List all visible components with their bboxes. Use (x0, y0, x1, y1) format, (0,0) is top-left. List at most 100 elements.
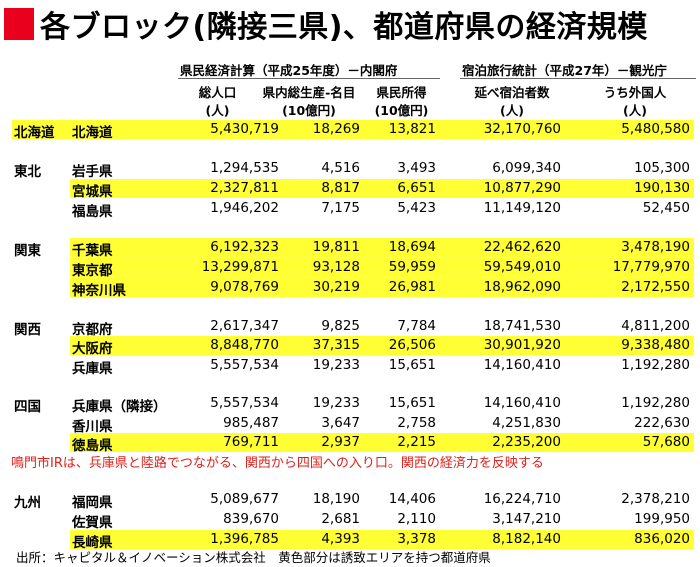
prefecture-name: 兵庫県（隣接） (72, 399, 167, 415)
cell-stays: 11,149,120 (483, 200, 561, 216)
cell-foreign: 9,338,480 (621, 337, 690, 353)
title-marker (4, 8, 34, 40)
cell-foreign: 836,020 (634, 531, 690, 547)
cell-gdp: 9,825 (321, 318, 360, 334)
cell-gdp: 8,817 (321, 180, 360, 196)
row-highlight (70, 179, 694, 198)
cell-gdp: 2,681 (321, 511, 360, 527)
cell-gdp: 19,811 (312, 239, 360, 255)
cell-gdp: 37,315 (312, 337, 360, 353)
cell-foreign: 105,300 (634, 160, 690, 176)
cell-stays: 30,901,920 (483, 337, 561, 353)
header-group-2: 宿泊旅行統計（平成27年）－観光庁 (462, 63, 667, 78)
cell-foreign: 52,450 (642, 200, 690, 216)
column-header-5-line1: うち外国人 (603, 85, 667, 100)
row-highlight (70, 120, 694, 139)
cell-pop: 1,396,785 (210, 531, 279, 547)
prefecture-name: 宮城県 (72, 184, 113, 200)
column-header-5-line2: (人) (623, 103, 647, 118)
cell-pop: 985,487 (223, 415, 279, 431)
cell-pop: 9,078,769 (210, 279, 279, 295)
column-header-1-line2: (人) (205, 103, 230, 118)
cell-stays: 14,160,410 (483, 395, 561, 411)
prefecture-name: 神奈川県 (72, 283, 126, 299)
region-label: 四国 (14, 399, 41, 415)
cell-pop: 6,192,323 (210, 239, 279, 255)
column-header-3-line2: (10億円) (374, 103, 429, 118)
cell-stays: 32,170,760 (483, 121, 561, 137)
column-header-4-line1: 延べ宿泊者数 (474, 85, 550, 100)
cell-pop: 13,299,871 (201, 259, 279, 275)
column-header-3-line1: 県民所得 (376, 85, 427, 100)
note-text: 鳴門市IRは、兵庫県と陸路でつながる、関西から四国への入り口。関西の経済力を反映… (11, 456, 544, 471)
prefecture-name: 佐賀県 (72, 515, 113, 531)
cell-income: 14,406 (388, 491, 436, 507)
cell-foreign: 190,130 (634, 180, 690, 196)
cell-gdp: 2,937 (321, 434, 360, 450)
row-highlight-region (12, 120, 70, 139)
cell-stays: 59,549,010 (483, 259, 561, 275)
cell-stays: 14,160,410 (483, 357, 561, 373)
cell-income: 13,821 (388, 121, 436, 137)
row-highlight (70, 238, 694, 257)
cell-income: 59,959 (388, 259, 436, 275)
cell-stays: 2,235,200 (492, 434, 561, 450)
cell-gdp: 93,128 (312, 259, 360, 275)
prefecture-name: 香川県 (72, 419, 113, 435)
cell-income: 2,758 (397, 415, 436, 431)
cell-foreign: 57,680 (642, 434, 690, 450)
cell-pop: 5,089,677 (210, 491, 279, 507)
prefecture-name: 福島県 (72, 204, 113, 220)
title-bar: 各ブロック(隣接三県)、都道府県の経済規模 (4, 4, 648, 45)
cell-pop: 1,946,202 (210, 200, 279, 216)
cell-gdp: 18,269 (312, 121, 360, 137)
cell-gdp: 18,190 (312, 491, 360, 507)
cell-foreign: 2,378,210 (621, 491, 690, 507)
cell-income: 6,651 (397, 180, 436, 196)
cell-income: 2,215 (397, 434, 436, 450)
cell-pop: 2,617,347 (210, 318, 279, 334)
cell-gdp: 4,516 (321, 160, 360, 176)
cell-pop: 839,670 (223, 511, 279, 527)
prefecture-name: 大阪府 (72, 341, 113, 357)
cell-income: 2,110 (397, 511, 436, 527)
prefecture-name: 兵庫県 (72, 361, 113, 377)
cell-foreign: 4,811,200 (621, 318, 690, 334)
prefecture-name: 長崎県 (72, 535, 113, 551)
cell-stays: 6,099,340 (492, 160, 561, 176)
column-header-1-line1: 総人口 (198, 85, 237, 100)
cell-income: 5,423 (397, 200, 436, 216)
cell-income: 15,651 (388, 357, 436, 373)
cell-pop: 769,711 (223, 434, 279, 450)
row-highlight (70, 258, 694, 277)
header-group-1: 県民経済計算（平成25年度）－内閣府 (180, 63, 398, 78)
cell-pop: 1,294,535 (210, 160, 279, 176)
prefecture-name: 徳島県 (72, 438, 113, 454)
header-underline-1 (178, 78, 440, 79)
cell-stays: 18,741,530 (483, 318, 561, 334)
cell-foreign: 3,478,190 (621, 239, 690, 255)
prefecture-name: 福岡県 (72, 495, 113, 511)
page-title: 各ブロック(隣接三県)、都道府県の経済規模 (40, 10, 648, 45)
row-highlight (70, 278, 694, 297)
column-header-2-line1: 県内総生産-名目 (262, 85, 356, 100)
cell-gdp: 3,647 (321, 415, 360, 431)
cell-income: 3,493 (397, 160, 436, 176)
region-label: 関西 (14, 322, 41, 338)
cell-income: 26,506 (388, 337, 436, 353)
cell-stays: 22,462,620 (483, 239, 561, 255)
cell-pop: 8,848,770 (210, 337, 279, 353)
cell-foreign: 5,480,580 (621, 121, 690, 137)
cell-stays: 4,251,830 (492, 415, 561, 431)
cell-gdp: 19,233 (312, 357, 360, 373)
cell-income: 15,651 (388, 395, 436, 411)
cell-foreign: 17,779,970 (612, 259, 690, 275)
cell-income: 7,784 (397, 318, 436, 334)
cell-stays: 18,962,090 (483, 279, 561, 295)
cell-pop: 2,327,811 (210, 180, 279, 196)
column-header-2-line2: (10億円) (282, 103, 336, 118)
prefecture-name: 岩手県 (72, 164, 113, 180)
prefecture-name: 千葉県 (72, 243, 113, 259)
cell-income: 26,981 (388, 279, 436, 295)
cell-pop: 5,430,719 (210, 121, 279, 137)
